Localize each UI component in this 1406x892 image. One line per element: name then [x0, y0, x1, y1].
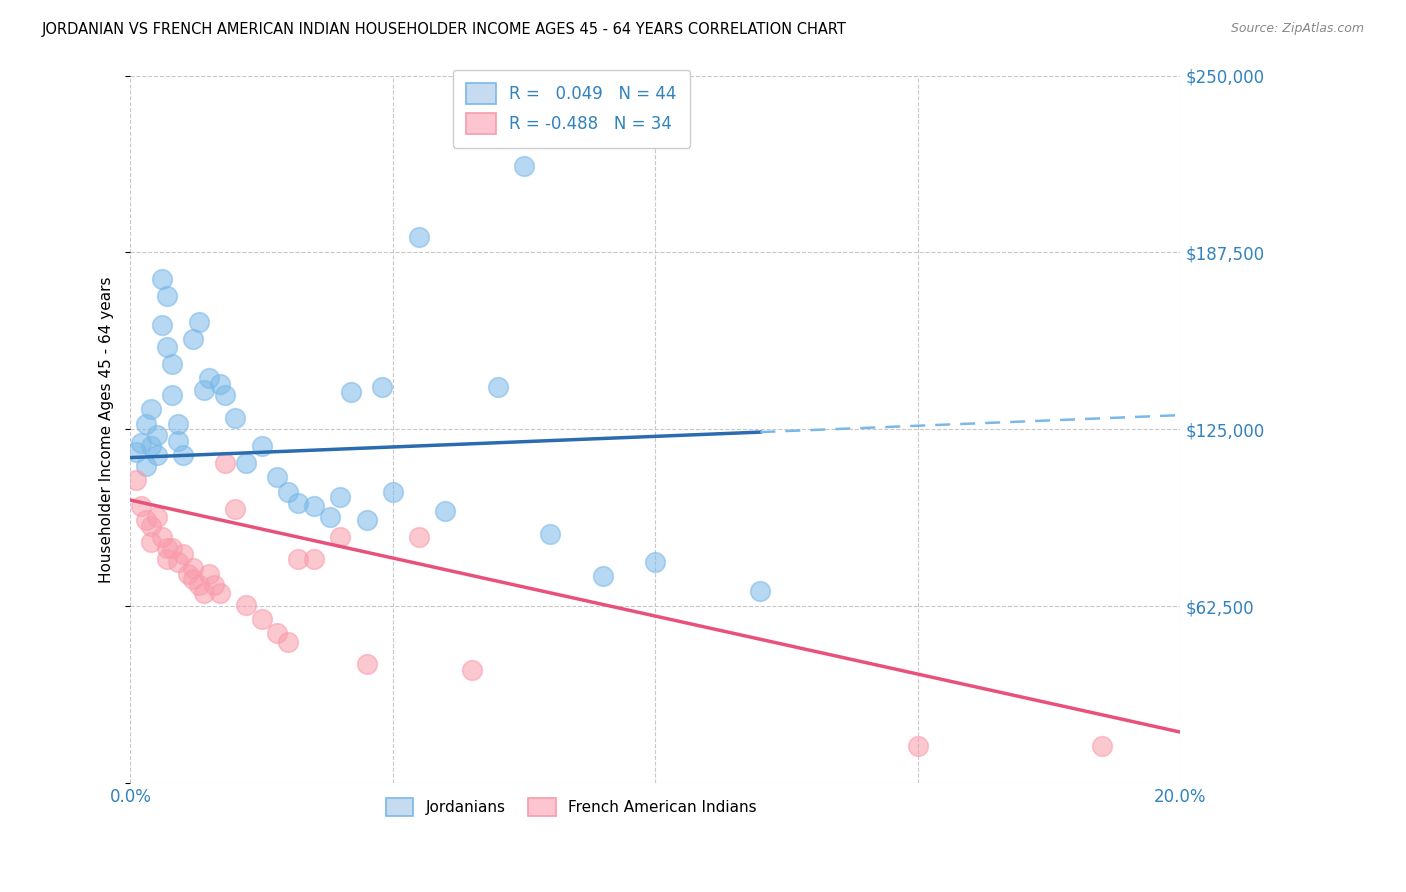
Point	[156, 289, 179, 303]
Point	[356, 657, 378, 672]
Point	[486, 380, 509, 394]
Point	[329, 530, 352, 544]
Point	[287, 552, 309, 566]
Point	[329, 490, 352, 504]
Point	[208, 376, 231, 391]
Point	[145, 510, 167, 524]
Point	[187, 315, 209, 329]
Point	[250, 439, 273, 453]
Point	[214, 456, 236, 470]
Point	[150, 530, 173, 544]
Point	[356, 513, 378, 527]
Point	[135, 513, 157, 527]
Point	[198, 566, 221, 581]
Point	[277, 634, 299, 648]
Point	[371, 380, 394, 394]
Point	[1090, 739, 1112, 754]
Point	[250, 612, 273, 626]
Point	[172, 547, 194, 561]
Point	[156, 340, 179, 354]
Point	[145, 448, 167, 462]
Point	[187, 578, 209, 592]
Point	[141, 518, 163, 533]
Point	[183, 572, 205, 586]
Point	[124, 445, 146, 459]
Point	[749, 583, 772, 598]
Point	[183, 332, 205, 346]
Point	[135, 459, 157, 474]
Point	[193, 383, 215, 397]
Point	[162, 541, 184, 556]
Point	[166, 417, 188, 431]
Point	[177, 566, 200, 581]
Point	[235, 598, 257, 612]
Point	[434, 504, 457, 518]
Point	[266, 470, 288, 484]
Point	[172, 448, 194, 462]
Point	[235, 456, 257, 470]
Point	[156, 552, 179, 566]
Point	[129, 499, 152, 513]
Legend: Jordanians, French American Indians: Jordanians, French American Indians	[377, 789, 766, 825]
Point	[224, 411, 246, 425]
Point	[277, 484, 299, 499]
Point	[145, 428, 167, 442]
Point	[162, 357, 184, 371]
Point	[166, 434, 188, 448]
Point	[162, 388, 184, 402]
Point	[193, 586, 215, 600]
Point	[302, 499, 325, 513]
Point	[150, 318, 173, 332]
Y-axis label: Householder Income Ages 45 - 64 years: Householder Income Ages 45 - 64 years	[100, 276, 114, 582]
Point	[166, 555, 188, 569]
Point	[156, 541, 179, 556]
Point	[129, 436, 152, 450]
Point	[319, 510, 342, 524]
Point	[287, 496, 309, 510]
Point	[381, 484, 404, 499]
Point	[408, 530, 430, 544]
Point	[538, 527, 561, 541]
Point	[141, 402, 163, 417]
Point	[141, 535, 163, 549]
Point	[208, 586, 231, 600]
Point	[592, 569, 614, 583]
Point	[141, 439, 163, 453]
Point	[135, 417, 157, 431]
Point	[302, 552, 325, 566]
Text: JORDANIAN VS FRENCH AMERICAN INDIAN HOUSEHOLDER INCOME AGES 45 - 64 YEARS CORREL: JORDANIAN VS FRENCH AMERICAN INDIAN HOUS…	[42, 22, 846, 37]
Point	[150, 272, 173, 286]
Point	[183, 561, 205, 575]
Point	[907, 739, 929, 754]
Point	[644, 555, 666, 569]
Point	[408, 230, 430, 244]
Point	[198, 371, 221, 385]
Point	[124, 473, 146, 487]
Text: Source: ZipAtlas.com: Source: ZipAtlas.com	[1230, 22, 1364, 36]
Point	[513, 159, 536, 173]
Point	[214, 388, 236, 402]
Point	[224, 501, 246, 516]
Point	[202, 578, 225, 592]
Point	[340, 385, 363, 400]
Point	[460, 663, 482, 677]
Point	[266, 626, 288, 640]
